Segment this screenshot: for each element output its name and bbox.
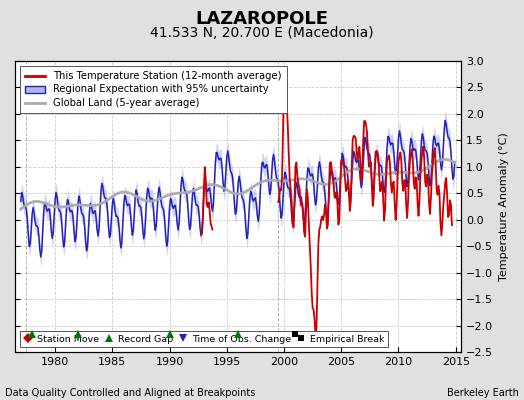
Text: LAZAROPOLE: LAZAROPOLE xyxy=(195,10,329,28)
Y-axis label: Temperature Anomaly (°C): Temperature Anomaly (°C) xyxy=(499,132,509,281)
Text: 41.533 N, 20.700 E (Macedonia): 41.533 N, 20.700 E (Macedonia) xyxy=(150,26,374,40)
Text: Data Quality Controlled and Aligned at Breakpoints: Data Quality Controlled and Aligned at B… xyxy=(5,388,256,398)
Legend: Station Move, Record Gap, Time of Obs. Change, Empirical Break: Station Move, Record Gap, Time of Obs. C… xyxy=(20,331,388,348)
Text: Berkeley Earth: Berkeley Earth xyxy=(447,388,519,398)
